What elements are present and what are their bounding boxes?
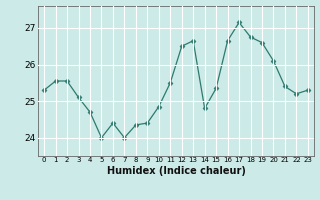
- X-axis label: Humidex (Indice chaleur): Humidex (Indice chaleur): [107, 166, 245, 176]
